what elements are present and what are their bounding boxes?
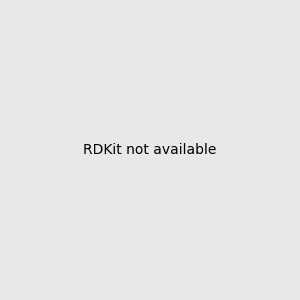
Text: RDKit not available: RDKit not available: [83, 143, 217, 157]
